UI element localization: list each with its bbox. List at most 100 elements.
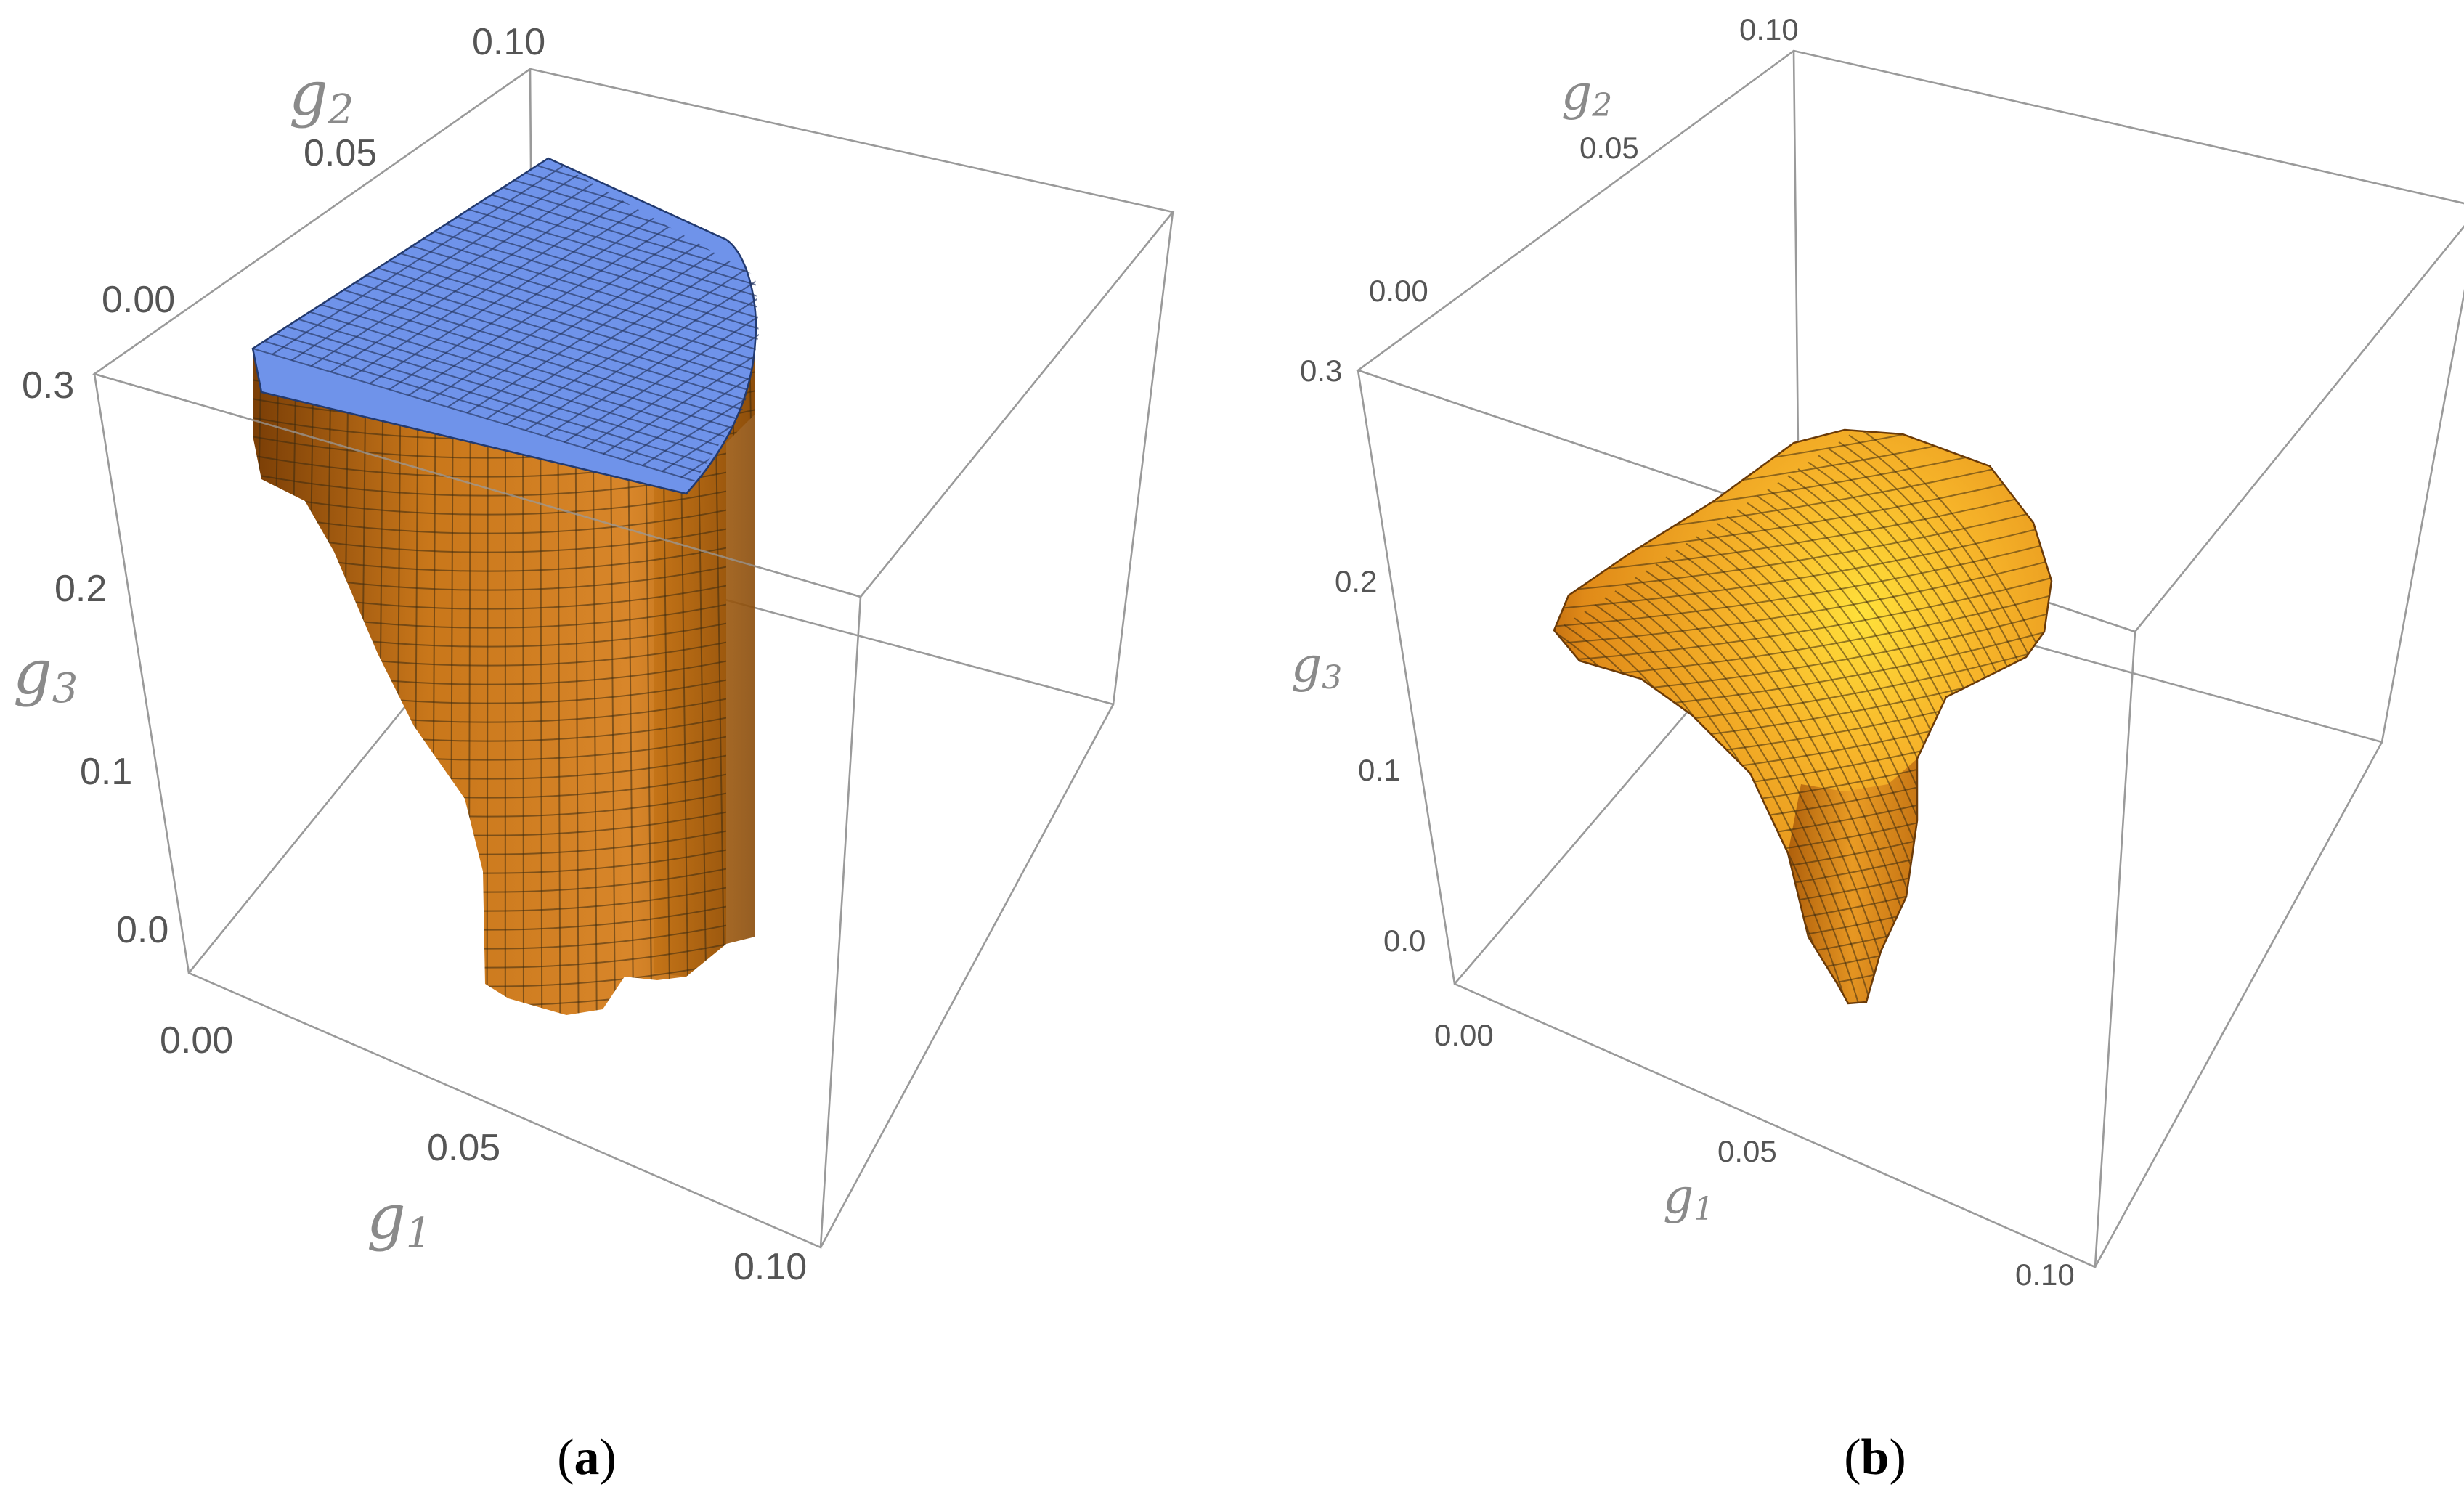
caption-b-letter: b bbox=[1861, 1430, 1890, 1486]
mesh-line bbox=[291, 162, 598, 361]
mesh-line bbox=[641, 267, 759, 467]
mesh-line bbox=[564, 244, 759, 444]
mesh-line bbox=[622, 261, 759, 461]
mesh-line bbox=[330, 174, 636, 373]
mesh-line bbox=[253, 993, 755, 1015]
y-tick-a-0.10: 0.10 bbox=[472, 21, 545, 63]
mesh-line bbox=[427, 203, 733, 402]
x-axis-label-a: g1 bbox=[367, 1181, 431, 1257]
z-tick-a-0.3: 0.3 bbox=[22, 364, 74, 407]
mesh-line bbox=[505, 227, 759, 425]
mesh-line bbox=[389, 260, 759, 415]
mesh-line bbox=[1554, 430, 2052, 436]
y-tick-b-0.05: 0.05 bbox=[1579, 131, 1639, 165]
mesh-line bbox=[369, 185, 675, 385]
mesh-line bbox=[661, 273, 759, 473]
mesh-line bbox=[719, 291, 759, 490]
caption-a-letter: a bbox=[574, 1430, 600, 1486]
z-tick-b-0.2: 0.2 bbox=[1335, 564, 1377, 598]
z-tick-a-0.0: 0.0 bbox=[116, 909, 168, 951]
mesh-line bbox=[1686, 542, 1963, 1003]
y-tick-a-0.05: 0.05 bbox=[304, 132, 377, 174]
mesh-line bbox=[434, 230, 759, 385]
mesh-line bbox=[310, 168, 617, 367]
caption-b: (b) bbox=[1844, 1430, 1906, 1486]
mesh-line bbox=[524, 232, 759, 431]
mesh-line bbox=[445, 223, 759, 378]
mesh-line bbox=[354, 282, 759, 436]
x-ticks-a: 0.00 0.05 0.10 bbox=[160, 1019, 807, 1288]
z-tick-a-0.1: 0.1 bbox=[80, 751, 132, 793]
mesh-line bbox=[1554, 574, 2052, 663]
mesh-line bbox=[486, 349, 489, 1015]
y-tick-b-0.10: 0.10 bbox=[1739, 12, 1799, 46]
mesh-line bbox=[739, 297, 759, 494]
panel-a: 0.3 0.2 0.1 0.0 0.00 0.05 0.10 0.00 0.05… bbox=[13, 21, 1175, 1288]
x-ticks-b: 0.00 0.05 0.10 bbox=[1434, 1018, 2075, 1292]
mesh-line bbox=[513, 179, 759, 334]
mesh-line bbox=[1554, 557, 2052, 645]
mesh-line bbox=[349, 179, 656, 379]
z-tick-b-0.3: 0.3 bbox=[1300, 354, 1342, 388]
z-tick-a-0.2: 0.2 bbox=[54, 568, 107, 610]
x-axis-label-b: g1 bbox=[1663, 1168, 1714, 1228]
y-ticks-b: 0.00 0.05 0.10 bbox=[1369, 12, 1799, 308]
mesh-line bbox=[479, 201, 759, 356]
axis-labels-b: g2 g3 g1 bbox=[1291, 65, 1714, 1228]
x-tick-b-0.00: 0.00 bbox=[1434, 1018, 1494, 1052]
y-axis-label-b: g2 bbox=[1561, 65, 1612, 124]
y-ticks-a: 0.00 0.05 0.10 bbox=[102, 21, 545, 321]
y-tick-b-0.00: 0.00 bbox=[1369, 274, 1428, 308]
x-tick-a-0.10: 0.10 bbox=[733, 1246, 807, 1288]
y-tick-a-0.00: 0.00 bbox=[102, 279, 175, 321]
mesh-line bbox=[411, 245, 759, 399]
caption-a: (a) bbox=[557, 1430, 617, 1486]
mesh-line bbox=[272, 158, 578, 355]
mesh-line bbox=[1665, 556, 1943, 1003]
mesh-line bbox=[423, 237, 759, 392]
axis-labels-a: g2 g3 g1 bbox=[13, 58, 431, 1257]
mesh-line bbox=[343, 289, 759, 444]
mesh-line bbox=[389, 191, 695, 391]
mesh-line bbox=[1625, 583, 1902, 1003]
mesh-line bbox=[457, 216, 759, 370]
mesh-line bbox=[1645, 570, 1922, 1003]
mesh-line bbox=[1554, 923, 2052, 1003]
mesh-line bbox=[1554, 522, 2052, 611]
mesh-line bbox=[1655, 563, 1932, 1003]
mesh-line bbox=[1848, 434, 2052, 1003]
y-axis-label-a: g2 bbox=[289, 58, 354, 134]
surface-a-cap bbox=[251, 157, 759, 495]
mesh-line bbox=[400, 253, 759, 407]
z-ticks-a: 0.3 0.2 0.1 0.0 bbox=[22, 364, 168, 951]
mesh-line bbox=[407, 197, 715, 396]
z-tick-b-0.0: 0.0 bbox=[1383, 924, 1426, 958]
mesh-line bbox=[1838, 441, 2052, 1003]
x-tick-b-0.05: 0.05 bbox=[1717, 1134, 1777, 1168]
mesh-line bbox=[491, 194, 759, 349]
mesh-line bbox=[366, 274, 759, 429]
z-ticks-b: 0.3 0.2 0.1 0.0 bbox=[1300, 354, 1426, 958]
mesh-line bbox=[1858, 430, 2052, 1003]
x-tick-a-0.05: 0.05 bbox=[427, 1127, 500, 1169]
svg-text:(a): (a) bbox=[557, 1430, 617, 1486]
panel-b: 0.3 0.2 0.1 0.0 0.00 0.05 0.10 0.00 0.05… bbox=[1291, 12, 2464, 1292]
x-tick-b-0.10: 0.10 bbox=[2015, 1258, 2075, 1292]
mesh-line bbox=[544, 238, 759, 437]
mesh-line bbox=[1554, 430, 2052, 454]
mesh-line bbox=[525, 172, 759, 327]
mesh-line bbox=[468, 208, 759, 363]
mesh-line bbox=[377, 267, 759, 422]
mesh-line bbox=[1554, 505, 2052, 593]
surface-b bbox=[1553, 428, 2053, 1005]
z-axis-label-b: g3 bbox=[1291, 637, 1342, 696]
mesh-line bbox=[583, 250, 759, 449]
svg-text:(b): (b) bbox=[1844, 1430, 1906, 1486]
surface-a-body bbox=[253, 349, 755, 1015]
x-tick-a-0.00: 0.00 bbox=[160, 1019, 233, 1062]
z-axis-label-a: g3 bbox=[13, 637, 78, 712]
mesh-line bbox=[1554, 905, 2052, 994]
mesh-line bbox=[1614, 590, 1892, 1003]
mesh-line bbox=[1604, 597, 1882, 1003]
mesh-line bbox=[1554, 487, 2052, 576]
